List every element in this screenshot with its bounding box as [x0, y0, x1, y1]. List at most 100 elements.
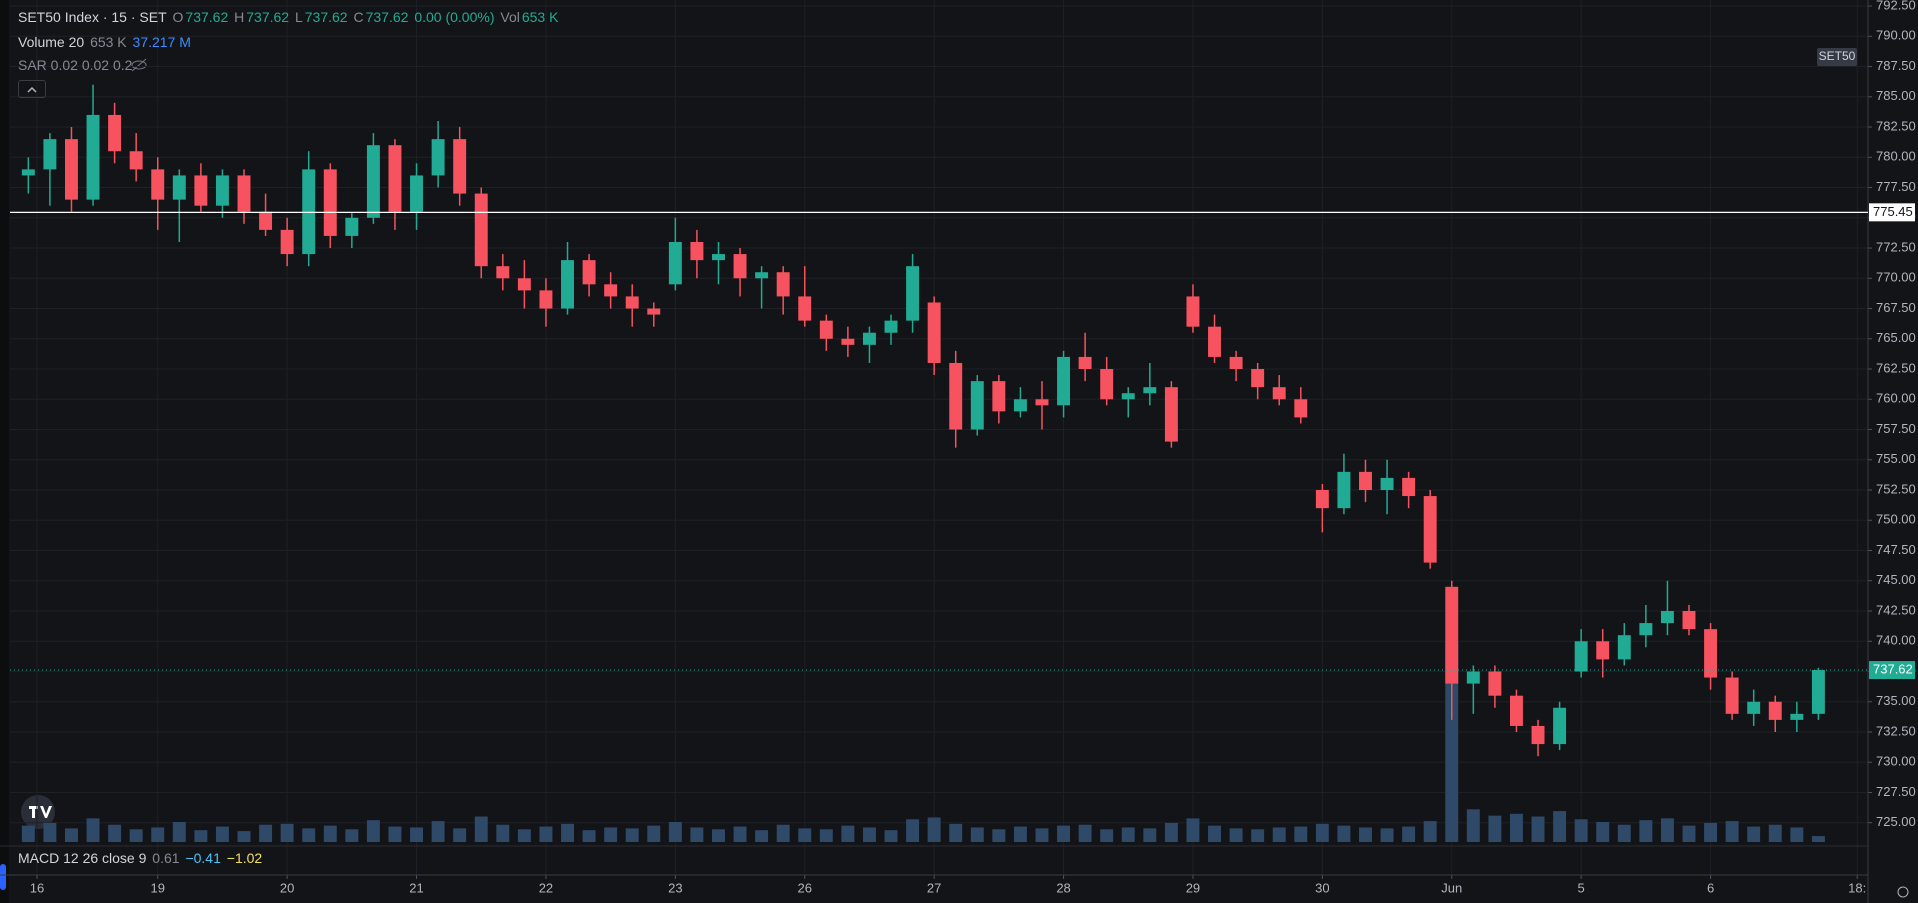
candle-body: [237, 175, 251, 212]
collapse-button[interactable]: [18, 80, 46, 98]
volume-bar: [1013, 826, 1027, 842]
volume-bar: [517, 829, 531, 842]
candle-body: [1466, 671, 1480, 684]
y-tick-label: 745.00: [1876, 572, 1916, 587]
volume-bar: [927, 817, 941, 842]
candle-body: [1186, 296, 1200, 327]
candle-body: [970, 381, 984, 430]
visibility-icon[interactable]: [131, 60, 147, 70]
candle-body: [86, 114, 100, 200]
candle-body: [1402, 477, 1416, 497]
candle-body: [625, 296, 639, 309]
candle-body: [1359, 471, 1372, 491]
volume-bar: [1402, 826, 1416, 842]
candle-body: [668, 241, 682, 285]
candle-body: [1531, 725, 1545, 745]
volume-bar: [1617, 824, 1631, 842]
volume-bar: [906, 819, 920, 842]
candle-body: [345, 217, 359, 236]
candle-body: [1380, 477, 1394, 491]
volume-name[interactable]: Volume 20: [18, 34, 85, 50]
sar[interactable]: SAR 0.02 0.02 0.2: [18, 57, 133, 73]
x-tick-label: 30: [1315, 880, 1329, 895]
header-ohlc: SET50 Index · 15 · SET O 737.62 H 737.62 L…: [18, 9, 560, 25]
x-tick-label: 18:: [1848, 880, 1866, 895]
candle-body: [259, 211, 273, 230]
x-tick-label: 16: [30, 880, 44, 895]
candle-body: [1445, 586, 1459, 684]
candle-body: [906, 266, 920, 321]
candle-body: [1272, 387, 1286, 400]
y-tick-label: 765.00: [1876, 330, 1916, 345]
y-tick-label: 767.50: [1876, 300, 1916, 315]
candle-body: [431, 139, 445, 176]
volume-bar: [1035, 828, 1049, 842]
candle-body: [1229, 356, 1243, 370]
candle-body: [1423, 496, 1437, 563]
candle-body: [1811, 670, 1825, 714]
collapse-icon: [27, 86, 37, 93]
candle-body: [1725, 677, 1739, 714]
y-tick-label: 777.50: [1876, 179, 1916, 194]
candle-body: [949, 362, 963, 430]
macd-2: −0.41: [185, 850, 221, 866]
volume-bar: [1229, 828, 1243, 842]
candle-body: [172, 175, 186, 200]
volume-bar: [1768, 824, 1782, 842]
tv-logo-mark: [29, 806, 52, 818]
volume-bar: [1208, 825, 1221, 842]
volume-bar: [1574, 819, 1588, 842]
volume-bar: [474, 816, 488, 842]
x-tick-label: 21: [409, 880, 423, 895]
candle-body: [561, 260, 574, 309]
volume-bar: [1704, 822, 1718, 842]
candle-body: [1639, 623, 1653, 636]
vol-value: 653 K: [521, 9, 559, 25]
volume-bar: [323, 825, 337, 842]
volume-bar: [1509, 813, 1523, 842]
candle-body: [819, 320, 833, 339]
x-tick-label: 19: [150, 880, 164, 895]
volume-bar: [582, 830, 596, 842]
header-macd: MACD 12 26 close 9 0.61 −0.41 −1.02: [18, 850, 264, 866]
macd-name[interactable]: MACD 12 26 close 9: [18, 850, 147, 866]
symbol[interactable]: SET50 Index · 15 · SET: [18, 9, 167, 25]
volume-bar: [1315, 823, 1329, 842]
candle-body: [1251, 369, 1265, 388]
candle-body: [388, 145, 402, 212]
y-tick-label: 747.50: [1876, 542, 1916, 557]
x-tick-label: 26: [798, 880, 812, 895]
candle-body: [129, 151, 143, 170]
volume-bar: [215, 826, 229, 842]
last-price-box: [1869, 661, 1915, 680]
candle-body: [1790, 713, 1804, 720]
volume-bar: [1466, 809, 1480, 842]
volume-bar: [625, 828, 639, 842]
volume-bar: [1078, 824, 1092, 842]
y-tick-label: 780.00: [1876, 149, 1916, 164]
volume-bar: [43, 822, 57, 842]
candle-body: [1596, 641, 1610, 660]
volume-bar: [819, 829, 833, 842]
volume-bar: [668, 822, 682, 842]
last-price-label: 737.62: [1873, 661, 1913, 676]
candle-body: [1768, 701, 1782, 720]
pane-handle[interactable]: [0, 864, 6, 890]
candle-body: [215, 175, 229, 206]
volume-bar: [410, 827, 424, 842]
volume-ma: 37.217 M: [132, 34, 191, 50]
macd-1: 0.61: [152, 850, 180, 866]
y-tick-label: 770.00: [1876, 270, 1916, 285]
volume-bar: [1294, 826, 1308, 842]
x-tick-label: 29: [1186, 880, 1200, 895]
tv-logo[interactable]: [21, 795, 55, 829]
y-tick-label: 725.00: [1876, 814, 1916, 829]
c-value: 737.62: [365, 9, 409, 25]
volume-bar: [539, 826, 553, 842]
candle-body: [43, 139, 57, 170]
volume-bar: [1337, 825, 1351, 842]
volume-bar: [798, 828, 812, 842]
candle-body: [1208, 326, 1221, 357]
change: 0.00 (0.00%): [414, 9, 495, 25]
